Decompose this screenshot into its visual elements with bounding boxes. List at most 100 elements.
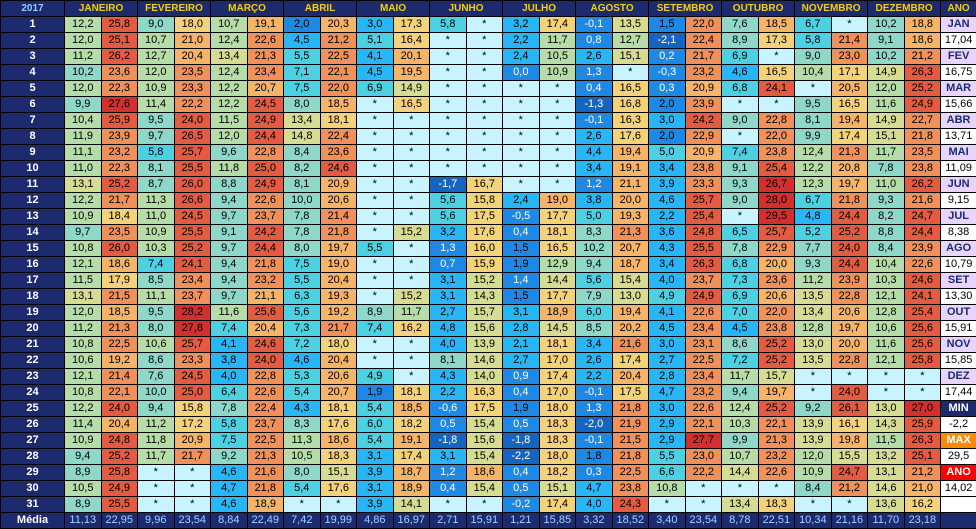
max-temp-cell: 17,5 [612, 385, 649, 401]
max-temp-cell: 21,3 [247, 49, 284, 65]
min-temp-cell: 10,2 [65, 65, 102, 81]
max-temp-cell: 24,1 [904, 289, 941, 305]
max-temp-cell: 22,8 [247, 145, 284, 161]
day-label: 13 [1, 209, 65, 225]
min-temp-cell: 3,4 [576, 161, 613, 177]
year-summary-cell: ABR [941, 113, 976, 129]
max-temp-cell: 24,4 [247, 129, 284, 145]
max-temp-cell: 22,5 [320, 49, 357, 65]
min-temp-cell: 7,8 [868, 161, 905, 177]
min-temp-cell: * [503, 97, 540, 113]
max-temp-cell: * [466, 129, 503, 145]
max-temp-cell: 24,0 [831, 385, 868, 401]
max-temp-cell: 20,8 [831, 161, 868, 177]
min-temp-cell: 8,3 [284, 417, 321, 433]
min-temp-cell: 4,3 [430, 369, 467, 385]
min-temp-cell: 11,2 [65, 321, 102, 337]
min-temp-cell: 5,4 [284, 385, 321, 401]
min-temp-cell: -0,1 [576, 17, 613, 33]
min-temp-cell: 9,5 [138, 305, 175, 321]
min-temp-cell: 7,5 [211, 433, 248, 449]
max-temp-cell: 16,2 [904, 497, 941, 513]
max-temp-cell: * [393, 257, 430, 273]
max-temp-cell: 24,3 [612, 497, 649, 513]
min-temp-cell: 7,8 [284, 225, 321, 241]
max-temp-cell: * [685, 497, 722, 513]
min-temp-cell: 11,1 [65, 145, 102, 161]
max-temp-cell: 22,1 [758, 417, 795, 433]
day-label: 27 [1, 433, 65, 449]
max-temp-cell: 21,8 [612, 449, 649, 465]
min-temp-cell: 2,1 [503, 337, 540, 353]
min-temp-cell: 8,9 [357, 305, 394, 321]
max-temp-cell: 17,6 [320, 417, 357, 433]
max-temp-cell: 24,5 [174, 369, 211, 385]
max-temp-cell: 15,7 [758, 369, 795, 385]
min-temp-cell: 9,1 [722, 161, 759, 177]
min-temp-cell: 12,2 [65, 17, 102, 33]
max-temp-cell: 19,2 [320, 305, 357, 321]
min-temp-cell: 5,0 [649, 145, 686, 161]
min-temp-cell: 12,2 [211, 81, 248, 97]
min-temp-cell: 3,1 [357, 449, 394, 465]
min-temp-cell: * [795, 81, 832, 97]
max-temp-cell: 18,5 [320, 97, 357, 113]
max-temp-cell: 20,9 [174, 433, 211, 449]
max-temp-cell: 22,4 [247, 401, 284, 417]
max-temp-cell: 15,8 [466, 193, 503, 209]
min-temp-cell: * [357, 353, 394, 369]
max-temp-cell: 26,3 [904, 65, 941, 81]
min-temp-cell: 3,1 [430, 289, 467, 305]
max-temp-cell: 18,1 [393, 385, 430, 401]
min-temp-cell: 8,1 [430, 353, 467, 369]
max-temp-cell: * [393, 193, 430, 209]
day-label: 26 [1, 417, 65, 433]
max-temp-cell: 18,6 [904, 33, 941, 49]
average-cell: 3,40 [649, 513, 686, 529]
min-temp-cell: 12,0 [211, 129, 248, 145]
max-temp-cell: 22,8 [831, 353, 868, 369]
max-temp-cell: 25,2 [101, 449, 138, 465]
max-temp-cell: 24,1 [174, 257, 211, 273]
min-temp-cell: 10,4 [795, 65, 832, 81]
max-temp-cell: 24,2 [685, 113, 722, 129]
min-temp-cell: 5,6 [284, 305, 321, 321]
max-temp-cell: 23,0 [831, 49, 868, 65]
min-temp-cell: 6,9 [722, 49, 759, 65]
max-temp-cell: 25,6 [904, 321, 941, 337]
min-temp-cell: 4,0 [649, 273, 686, 289]
min-temp-cell: 3,0 [649, 401, 686, 417]
min-temp-cell: 13,2 [868, 449, 905, 465]
min-temp-cell: * [284, 497, 321, 513]
min-temp-cell: * [138, 497, 175, 513]
min-temp-cell: 7,9 [576, 289, 613, 305]
year-summary-cell: 13,30 [941, 289, 976, 305]
min-temp-cell: * [430, 33, 467, 49]
min-temp-cell: 10,9 [138, 81, 175, 97]
min-temp-cell: 14,8 [284, 129, 321, 145]
min-temp-cell: 4,6 [284, 353, 321, 369]
min-temp-cell: 13,9 [795, 433, 832, 449]
max-temp-cell: 21,8 [320, 225, 357, 241]
min-temp-cell: * [503, 177, 540, 193]
day-label: 3 [1, 49, 65, 65]
min-temp-cell: 11,7 [138, 449, 175, 465]
min-temp-cell: 5,0 [576, 209, 613, 225]
max-temp-cell: 18,3 [758, 497, 795, 513]
min-temp-cell: 5,4 [284, 481, 321, 497]
max-temp-cell: * [539, 113, 576, 129]
min-temp-cell: 10,8 [65, 337, 102, 353]
max-temp-cell: 21,6 [612, 337, 649, 353]
min-temp-cell: 10,2 [576, 241, 613, 257]
max-temp-cell: 25,7 [758, 225, 795, 241]
min-temp-cell: 7,0 [722, 305, 759, 321]
min-temp-cell: 13,1 [65, 289, 102, 305]
min-temp-cell: 0,8 [576, 33, 613, 49]
max-temp-cell: 21,2 [320, 33, 357, 49]
min-temp-cell: 6,3 [284, 289, 321, 305]
min-temp-cell: 13,1 [868, 465, 905, 481]
max-temp-cell: 18,1 [320, 113, 357, 129]
max-temp-cell: 20,7 [320, 385, 357, 401]
max-temp-cell: * [685, 481, 722, 497]
